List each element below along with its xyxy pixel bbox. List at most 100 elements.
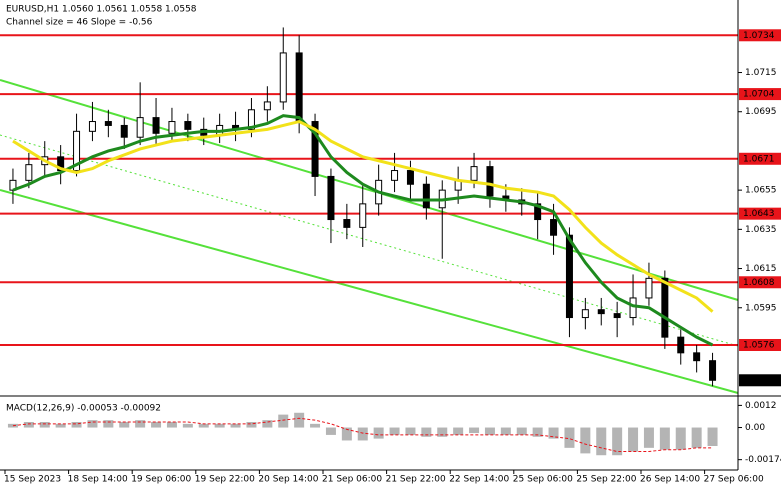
macd-bar	[469, 427, 480, 434]
macd-bar	[707, 427, 718, 446]
macd-bar	[643, 427, 654, 448]
candle-body	[343, 219, 351, 228]
macd-bar	[675, 427, 686, 450]
channel-upper	[0, 79, 739, 301]
macd-bar	[612, 427, 623, 456]
level-label: 1.0704	[743, 90, 775, 100]
level-label: 1.0643	[743, 209, 775, 219]
y-tick-label: 1.0635	[745, 225, 777, 235]
macd-bar	[421, 427, 432, 437]
macd-bar	[341, 427, 352, 441]
macd-bar	[580, 427, 591, 454]
x-tick-label: 21 Sep 22:00	[386, 475, 446, 485]
candle-body	[152, 117, 160, 134]
candle-body	[57, 156, 65, 172]
candle-body	[295, 52, 303, 123]
macd-bar	[230, 423, 241, 428]
macd-bar	[516, 427, 527, 435]
macd-bar	[278, 414, 289, 428]
macd-bar	[103, 420, 114, 428]
macd-y-tick-label: 0.0012	[745, 401, 777, 411]
candle-body	[709, 360, 717, 381]
x-tick-label: 21 Sep 06:00	[322, 475, 382, 485]
candle-body	[661, 277, 669, 338]
candle-body	[168, 121, 176, 134]
macd-bar	[484, 427, 495, 435]
candle-body	[534, 203, 542, 221]
x-tick-label: 27 Sep 06:00	[704, 475, 764, 485]
x-tick-label: 19 Sep 06:00	[131, 475, 191, 485]
macd-bar	[548, 427, 559, 439]
macd-bar	[246, 422, 257, 428]
macd-bar	[532, 427, 543, 437]
macd-bar	[39, 422, 50, 428]
macd-bar	[357, 427, 368, 441]
x-tick-label: 26 Sep 14:00	[640, 475, 700, 485]
macd-bar	[373, 427, 384, 439]
macd-bar	[135, 420, 146, 428]
y-tick-label: 1.0695	[745, 107, 777, 117]
macd-bar	[310, 423, 321, 428]
macd-bar	[405, 427, 416, 435]
macd-y-tick-label: -0.00174	[745, 455, 781, 465]
x-tick-label: 15 Sep 2023	[4, 475, 61, 485]
candle-body	[120, 124, 128, 138]
candle-body	[25, 164, 33, 181]
macd-bar	[55, 423, 66, 428]
macd-y-tick-label: 0.00	[745, 423, 765, 433]
plot-area	[0, 27, 738, 387]
y-tick-label: 1.0655	[745, 186, 777, 196]
macd-bar	[691, 427, 702, 448]
candle-body	[136, 117, 144, 138]
candle-body	[263, 101, 271, 111]
level-label-box	[739, 29, 781, 42]
x-tick-label: 25 Sep 06:00	[513, 475, 573, 485]
y-tick-label: 1.0595	[745, 303, 777, 313]
candle-body	[422, 183, 430, 209]
x-tick-label: 18 Sep 14:00	[68, 475, 128, 485]
candle-body	[406, 170, 414, 185]
candle-body	[73, 130, 81, 172]
moving-average	[12, 119, 714, 313]
candle-body	[677, 336, 685, 354]
level-label-box	[739, 207, 781, 220]
level-label-box	[739, 152, 781, 165]
candle-body	[327, 175, 335, 221]
y-tick-label: 1.0615	[745, 264, 777, 274]
macd-bar	[182, 423, 193, 428]
candle-body	[279, 52, 287, 103]
macd-bar	[87, 420, 98, 428]
channel-lower	[0, 189, 739, 394]
moving-average	[12, 114, 714, 347]
level-label-box	[739, 276, 781, 289]
macd-bar	[500, 427, 511, 435]
macd-bar	[151, 422, 162, 428]
macd-bar	[325, 427, 336, 435]
level-label: 1.0734	[743, 31, 775, 41]
chart-title: EURUSD,H1 1.0560 1.0561 1.0558 1.0558	[6, 5, 197, 15]
candle-body	[629, 297, 637, 319]
macd-title: MACD(12,26,9) -0.00053 -0.00092	[6, 404, 161, 414]
last-price-label: 1.0558	[743, 376, 775, 386]
level-label: 1.0671	[743, 154, 775, 164]
y-tick-label: 1.0715	[745, 68, 777, 78]
candle-body	[581, 309, 589, 319]
candle-body	[88, 121, 96, 132]
candle-body	[311, 121, 319, 177]
macd-bar	[166, 422, 177, 428]
candle-body	[247, 109, 255, 130]
candle-body	[645, 277, 653, 299]
level-label-box	[739, 338, 781, 351]
level-label: 1.0608	[743, 278, 775, 288]
candle-body	[565, 234, 573, 319]
x-tick-label: 25 Sep 22:00	[576, 475, 636, 485]
x-tick-label: 22 Sep 14:00	[449, 475, 509, 485]
candle-body	[486, 166, 494, 197]
macd-bar	[71, 422, 82, 428]
candle-body	[184, 121, 192, 130]
level-label-box	[739, 88, 781, 101]
candle-body	[550, 219, 558, 236]
macd-bar	[453, 427, 464, 435]
